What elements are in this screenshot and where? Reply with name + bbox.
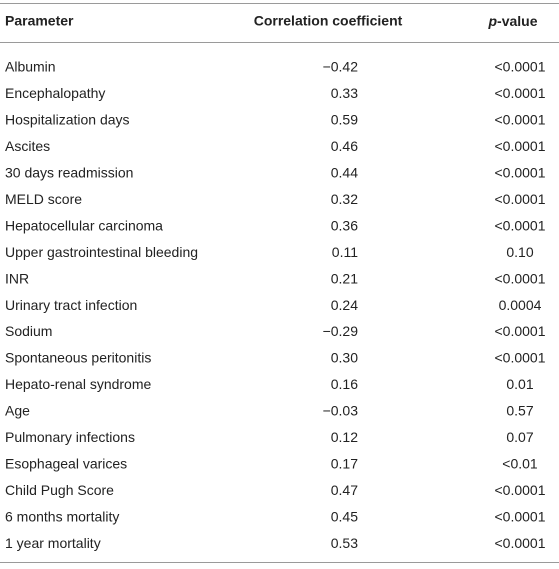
correlation-cell: 0.36 [331, 217, 358, 233]
p-value-cell: <0.0001 [495, 350, 546, 366]
correlation-cell: 0.16 [331, 376, 358, 392]
p-value-cell: <0.0001 [495, 112, 546, 128]
p-value-cell: <0.0001 [495, 217, 546, 233]
p-value-cell: <0.0001 [495, 191, 546, 207]
parameter-cell: 30 days readmission [5, 165, 133, 181]
p-value-cell: 0.01 [506, 376, 533, 392]
p-value-cell: <0.0001 [495, 270, 546, 286]
correlation-cell: 0.24 [331, 297, 358, 313]
header-cell: Parameter [5, 13, 74, 29]
p-value-cell: 0.0004 [499, 297, 542, 313]
p-value-cell: <0.01 [502, 455, 538, 471]
header-cell: Correlation coefficient [254, 13, 403, 29]
parameter-cell: 6 months mortality [5, 508, 119, 524]
p-value-cell: <0.0001 [495, 165, 546, 181]
correlation-cell: 0.32 [331, 191, 358, 207]
correlation-cell: −0.29 [323, 323, 359, 339]
correlation-cell: 0.30 [331, 350, 358, 366]
parameter-cell: Urinary tract infection [5, 297, 137, 313]
header-text: -value [497, 13, 538, 29]
parameter-cell: Upper gastrointestinal bleeding [5, 244, 198, 260]
correlation-cell: 0.21 [331, 270, 358, 286]
p-value-cell: <0.0001 [495, 482, 546, 498]
correlation-cell: 0.59 [331, 112, 358, 128]
parameter-cell: Encephalopathy [5, 85, 105, 101]
correlation-cell: 0.53 [331, 535, 358, 551]
p-value-cell: <0.0001 [495, 323, 546, 339]
correlation-cell: 0.45 [331, 508, 358, 524]
parameter-cell: Hepato-renal syndrome [5, 376, 152, 392]
parameter-cell: Ascites [5, 138, 50, 154]
header-cell: p-value [487, 13, 537, 29]
p-value-cell: <0.0001 [495, 508, 546, 524]
parameter-cell: Child Pugh Score [5, 482, 114, 498]
correlation-cell: 0.47 [331, 482, 358, 498]
parameter-cell: Hepatocellular carcinoma [5, 217, 163, 233]
header-italic: p [487, 13, 497, 29]
p-value-cell: 0.57 [506, 403, 533, 419]
parameter-cell: Esophageal varices [5, 455, 127, 471]
correlation-cell: 0.17 [331, 455, 358, 471]
parameter-cell: INR [5, 270, 29, 286]
correlation-cell: 0.46 [331, 138, 358, 154]
correlation-cell: 0.12 [331, 429, 358, 445]
parameter-cell: 1 year mortality [5, 535, 101, 551]
correlation-cell: 0.11 [332, 244, 358, 260]
correlation-cell: 0.44 [331, 165, 358, 181]
parameter-cell: Pulmonary infections [5, 429, 135, 445]
parameter-cell: Spontaneous peritonitis [5, 350, 151, 366]
p-value-cell: <0.0001 [495, 138, 546, 154]
p-value-cell: <0.0001 [495, 85, 546, 101]
p-value-cell: 0.07 [506, 429, 533, 445]
correlation-cell: −0.42 [323, 59, 359, 75]
parameter-cell: Age [5, 403, 30, 419]
parameter-cell: MELD score [5, 191, 82, 207]
parameter-cell: Hospitalization days [5, 112, 130, 128]
p-value-cell: 0.10 [506, 244, 533, 260]
parameter-cell: Sodium [5, 323, 52, 339]
parameter-cell: Albumin [5, 59, 56, 75]
correlation-cell: −0.03 [323, 403, 359, 419]
p-value-cell: <0.0001 [495, 59, 546, 75]
correlation-cell: 0.33 [331, 85, 358, 101]
p-value-cell: <0.0001 [495, 535, 546, 551]
